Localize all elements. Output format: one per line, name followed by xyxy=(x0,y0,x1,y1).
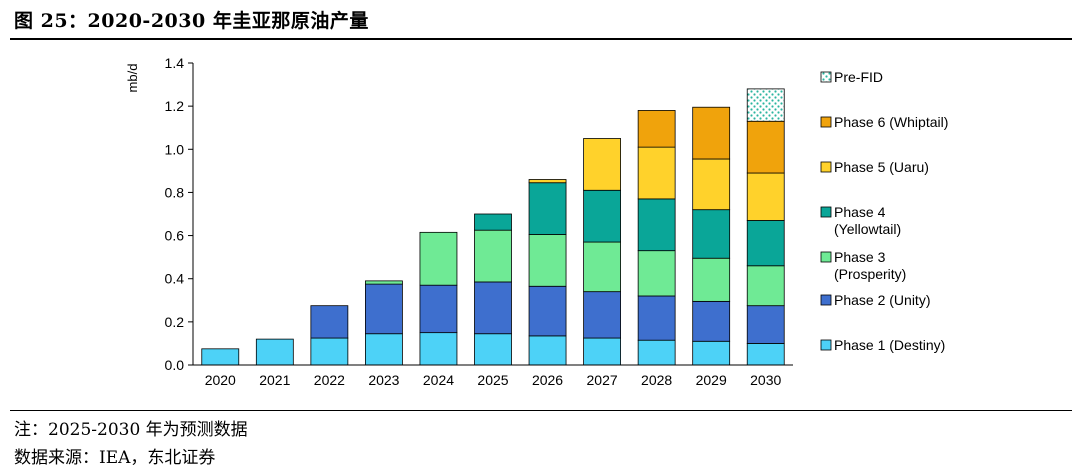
bar-segment-2028-series-3 xyxy=(637,198,676,252)
bar-segment-2024-series-0 xyxy=(419,332,458,366)
bar-segment-2028-series-0 xyxy=(637,339,676,366)
bar-segment-2028-series-2 xyxy=(637,250,676,297)
legend-swatch xyxy=(820,206,832,218)
x-tick-label: 2026 xyxy=(532,372,563,388)
bar-segment-2026-series-0 xyxy=(528,335,567,366)
legend-swatch xyxy=(820,294,832,306)
bar-segment-2029-series-1 xyxy=(692,300,731,342)
legend-label: Phase 1 (Destiny) xyxy=(834,337,945,353)
bar-segment-2027-series-3 xyxy=(583,189,621,243)
y-tick-label: 1.0 xyxy=(165,141,185,157)
y-tick-label: 1.2 xyxy=(165,98,185,114)
bar-segment-2020-series-0 xyxy=(201,348,240,366)
top-rule xyxy=(10,38,1072,40)
legend-swatch xyxy=(820,71,832,83)
bar-segment-2025-series-1 xyxy=(474,281,512,335)
bar-segment-2027-series-4 xyxy=(583,138,621,191)
legend-swatch xyxy=(820,161,832,173)
bar-segment-2027-series-2 xyxy=(583,241,621,293)
bottom-rule xyxy=(10,410,1072,411)
bar-segment-2025-series-0 xyxy=(474,333,512,366)
x-tick-label: 2030 xyxy=(750,372,781,388)
legend-label: Phase 3 (Prosperity) xyxy=(834,249,906,282)
y-tick-label: 0.4 xyxy=(165,271,185,287)
bar-segment-2029-series-2 xyxy=(692,257,731,302)
figure-title: 图 25：2020-2030 年圭亚那原油产量 xyxy=(14,10,369,32)
stacked-bar-chart: mb/d 0.0 0.2 0.4 0.6 0.8 1.0 1.2 1.4 2020 2021 20… xyxy=(125,55,948,388)
bar-segment-2027-series-0 xyxy=(583,337,621,366)
bar-segment-2029-series-5 xyxy=(692,106,731,160)
bar-segment-2026-series-1 xyxy=(528,285,567,337)
bar-segment-2023-series-0 xyxy=(365,333,403,366)
x-tick-label: 2025 xyxy=(477,372,508,388)
legend-label: Phase 4 (Yellowtail) xyxy=(834,204,901,237)
bar-segment-2030-series-2 xyxy=(746,265,785,307)
bar-segment-2022-series-0 xyxy=(310,337,349,366)
legend-swatch xyxy=(820,251,832,263)
bar-segment-2025-series-3 xyxy=(474,213,512,231)
legend-label: Phase 6 (Whiptail) xyxy=(834,114,948,130)
x-tick-label: 2020 xyxy=(205,372,236,388)
bar-segment-2023-series-2 xyxy=(365,280,403,285)
bar-segment-2029-series-0 xyxy=(692,340,731,366)
bar-segment-2026-series-3 xyxy=(528,182,567,235)
legend-swatch xyxy=(820,116,832,128)
x-tick-label: 2029 xyxy=(696,372,727,388)
source-note: 数据来源：IEA，东北证券 xyxy=(14,448,216,468)
legend-swatch xyxy=(820,339,832,351)
legend-label: Pre-FID xyxy=(834,69,883,85)
bar-segment-2029-series-3 xyxy=(692,209,731,259)
bar-segment-2022-series-1 xyxy=(310,305,349,339)
bar-segment-2030-series-6 xyxy=(746,88,785,122)
x-tick-label: 2021 xyxy=(259,372,290,388)
y-tick-label: 0.6 xyxy=(165,228,185,244)
bar-segment-2030-series-5 xyxy=(746,120,785,174)
bar-segment-2030-series-0 xyxy=(746,343,785,366)
bar-segment-2030-series-3 xyxy=(746,220,785,267)
bar-segment-2025-series-2 xyxy=(474,229,512,283)
x-tick-label: 2024 xyxy=(423,372,454,388)
bar-segment-2023-series-1 xyxy=(365,283,403,335)
bar-segment-2026-series-4 xyxy=(528,179,567,184)
y-tick-label: 0.8 xyxy=(165,184,185,200)
x-tick-label: 2022 xyxy=(314,372,345,388)
bar-segment-2029-series-4 xyxy=(692,158,731,211)
bar-segment-2026-series-2 xyxy=(528,234,567,287)
bar-segment-2028-series-1 xyxy=(637,295,676,341)
bar-segment-2028-series-5 xyxy=(637,110,676,148)
x-tick-label: 2023 xyxy=(368,372,399,388)
x-tick-label: 2028 xyxy=(641,372,672,388)
y-tick-label: 1.4 xyxy=(165,55,185,71)
y-tick-label: 0.2 xyxy=(165,314,185,330)
y-axis-label: mb/d xyxy=(125,64,140,93)
bar-segment-2024-series-1 xyxy=(419,284,458,334)
x-tick-label: 2027 xyxy=(587,372,618,388)
y-tick-label: 0.0 xyxy=(165,357,185,373)
bar-segment-2024-series-2 xyxy=(419,231,458,286)
bar-segment-2027-series-1 xyxy=(583,291,621,339)
legend-label: Phase 5 (Uaru) xyxy=(834,159,929,175)
bar-segment-2021-series-0 xyxy=(255,338,294,366)
bar-segment-2028-series-4 xyxy=(637,146,676,200)
bar-segment-2030-series-4 xyxy=(746,172,785,221)
legend-label: Phase 2 (Unity) xyxy=(834,292,930,308)
forecast-note: 注：2025-2030 年为预测数据 xyxy=(14,420,248,440)
bar-segment-2030-series-1 xyxy=(746,305,785,344)
